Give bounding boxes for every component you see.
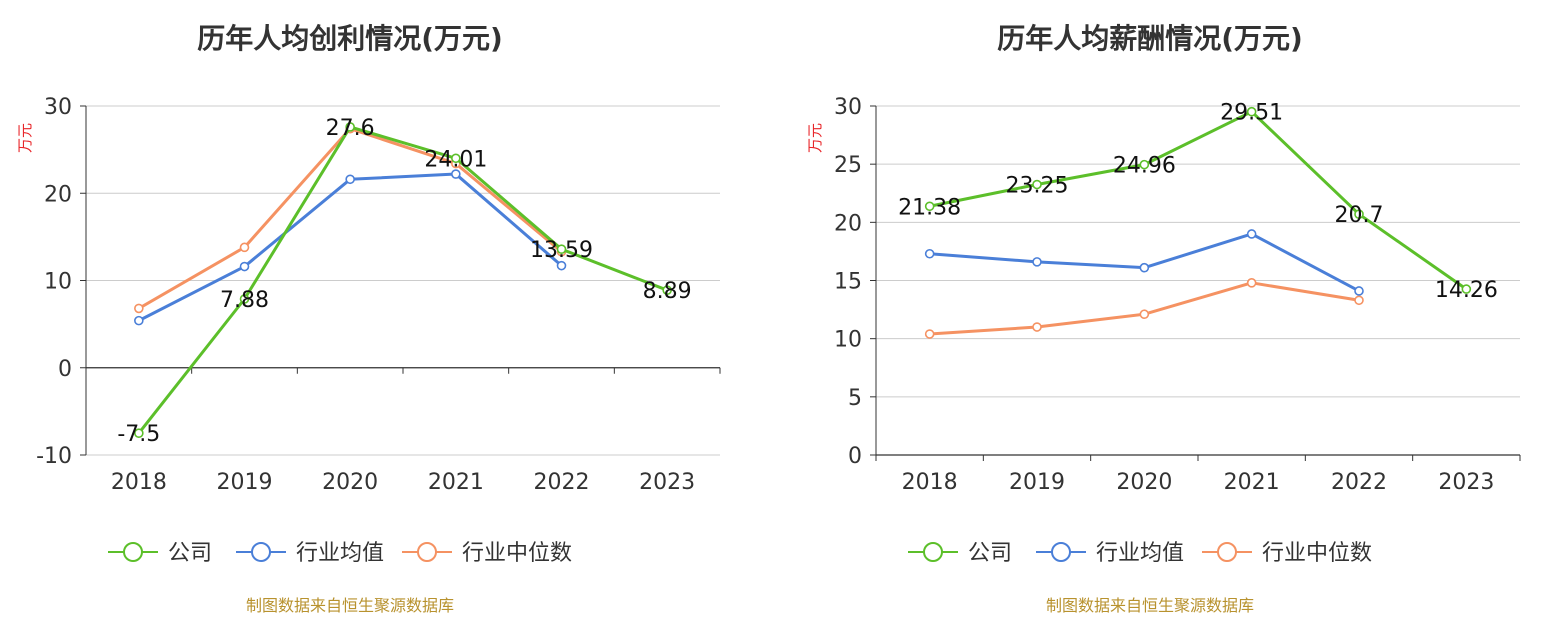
data-point xyxy=(1139,159,1150,170)
data-point xyxy=(239,242,250,253)
data-point xyxy=(1246,229,1257,239)
x-tick-label: 2019 xyxy=(1009,470,1065,495)
data-label: 21.38 xyxy=(898,195,961,220)
legend-label: 行业均值 xyxy=(296,541,384,566)
data-label: 20.7 xyxy=(1335,203,1384,228)
legend-label: 行业中位数 xyxy=(462,541,572,566)
x-tick-label: 2019 xyxy=(217,470,273,495)
source-note: 制图数据来自恒生聚源数据库 xyxy=(246,596,454,615)
data-point xyxy=(1139,262,1150,273)
profit-per-capita-chart: 历年人均创利情况(万元) 万元 制图数据来自恒生聚源数据库 -10 0 10 20 30… xyxy=(16,22,721,615)
data-label: 27.6 xyxy=(326,116,375,141)
y-tick-label: 10 xyxy=(44,270,72,295)
data-point xyxy=(345,174,355,185)
legend-marker xyxy=(251,542,271,562)
legend-marker xyxy=(123,542,143,562)
x-tick-label: 2023 xyxy=(1438,470,1494,495)
data-label: 24.01 xyxy=(424,147,487,172)
data-label: 24.96 xyxy=(1113,154,1176,179)
data-label: -7.5 xyxy=(117,422,160,447)
x-tick-label: 2020 xyxy=(1116,470,1172,495)
source-note: 制图数据来自恒生聚源数据库 xyxy=(1046,596,1254,615)
data-point xyxy=(1139,309,1150,320)
data-point xyxy=(1354,286,1364,296)
legend-label: 公司 xyxy=(968,541,1012,566)
y-axis-unit: 万元 xyxy=(806,123,824,153)
data-point xyxy=(1246,106,1257,117)
data-point xyxy=(1354,295,1364,306)
series-line-industry-avg xyxy=(929,232,1360,293)
x-tick-label: 2021 xyxy=(428,470,484,495)
y-tick-label: 5 xyxy=(848,386,862,411)
x-tick-label: 2021 xyxy=(1224,470,1280,495)
legend-label: 行业中位数 xyxy=(1262,541,1372,566)
legend-label: 公司 xyxy=(168,541,212,566)
data-point xyxy=(1032,179,1042,190)
chart-title: 历年人均薪酬情况(万元) xyxy=(997,22,1303,55)
chart-title: 历年人均创利情况(万元) xyxy=(197,22,503,55)
data-label: 23.25 xyxy=(1006,174,1069,199)
data-point xyxy=(662,285,672,295)
x-tick-label: 2020 xyxy=(322,470,378,495)
y-tick-label: 15 xyxy=(834,270,862,295)
data-point xyxy=(239,294,250,304)
x-tick-label: 2022 xyxy=(1331,470,1387,495)
legend-marker xyxy=(1051,542,1071,562)
data-point xyxy=(924,201,935,212)
series-line-company xyxy=(929,110,1468,291)
y-tick-label: 30 xyxy=(44,95,72,120)
y-tick-label: 20 xyxy=(834,211,862,236)
series-line-company xyxy=(137,125,668,435)
x-tick-label: 2018 xyxy=(902,470,958,495)
data-point xyxy=(556,260,567,271)
data-label: 29.51 xyxy=(1220,101,1283,126)
x-tick-label: 2018 xyxy=(111,470,167,495)
data-label: 8.89 xyxy=(643,279,692,304)
data-label: 13.59 xyxy=(530,238,593,263)
data-point xyxy=(924,329,935,339)
data-point xyxy=(134,315,144,326)
y-tick-label: 0 xyxy=(848,444,862,469)
data-point xyxy=(1032,322,1042,332)
y-tick-label: 30 xyxy=(834,95,862,120)
y-tick-label: 0 xyxy=(58,357,72,382)
legend-marker xyxy=(1217,542,1237,562)
y-axis-unit: 万元 xyxy=(16,123,34,153)
y-tick-label: 10 xyxy=(834,328,862,353)
data-point xyxy=(451,153,461,164)
legend-marker xyxy=(923,542,943,562)
x-tick-label: 2023 xyxy=(639,470,695,495)
data-point xyxy=(239,261,250,272)
data-label: 7.88 xyxy=(220,288,269,313)
legend-label: 行业均值 xyxy=(1096,541,1184,566)
series-line-industry-median xyxy=(138,127,563,310)
data-label: 14.26 xyxy=(1435,278,1498,303)
data-point xyxy=(924,248,935,259)
data-point xyxy=(1246,278,1257,288)
data-point xyxy=(556,244,567,254)
x-tick-label: 2022 xyxy=(534,470,590,495)
series-line-industry-median xyxy=(929,281,1360,336)
data-point xyxy=(134,303,144,314)
y-tick-label: -10 xyxy=(36,444,72,469)
data-point xyxy=(1461,284,1472,294)
data-point xyxy=(1354,209,1364,219)
y-tick-label: 25 xyxy=(834,153,862,178)
y-tick-label: 20 xyxy=(44,182,72,207)
data-point xyxy=(451,169,461,179)
data-point xyxy=(134,428,144,438)
data-point xyxy=(345,122,355,132)
salary-per-capita-chart: 历年人均薪酬情况(万元) 万元 制图数据来自恒生聚源数据库 0 5 10 15 20 25… xyxy=(806,22,1521,615)
legend-marker xyxy=(417,542,437,562)
data-point xyxy=(1032,257,1042,267)
